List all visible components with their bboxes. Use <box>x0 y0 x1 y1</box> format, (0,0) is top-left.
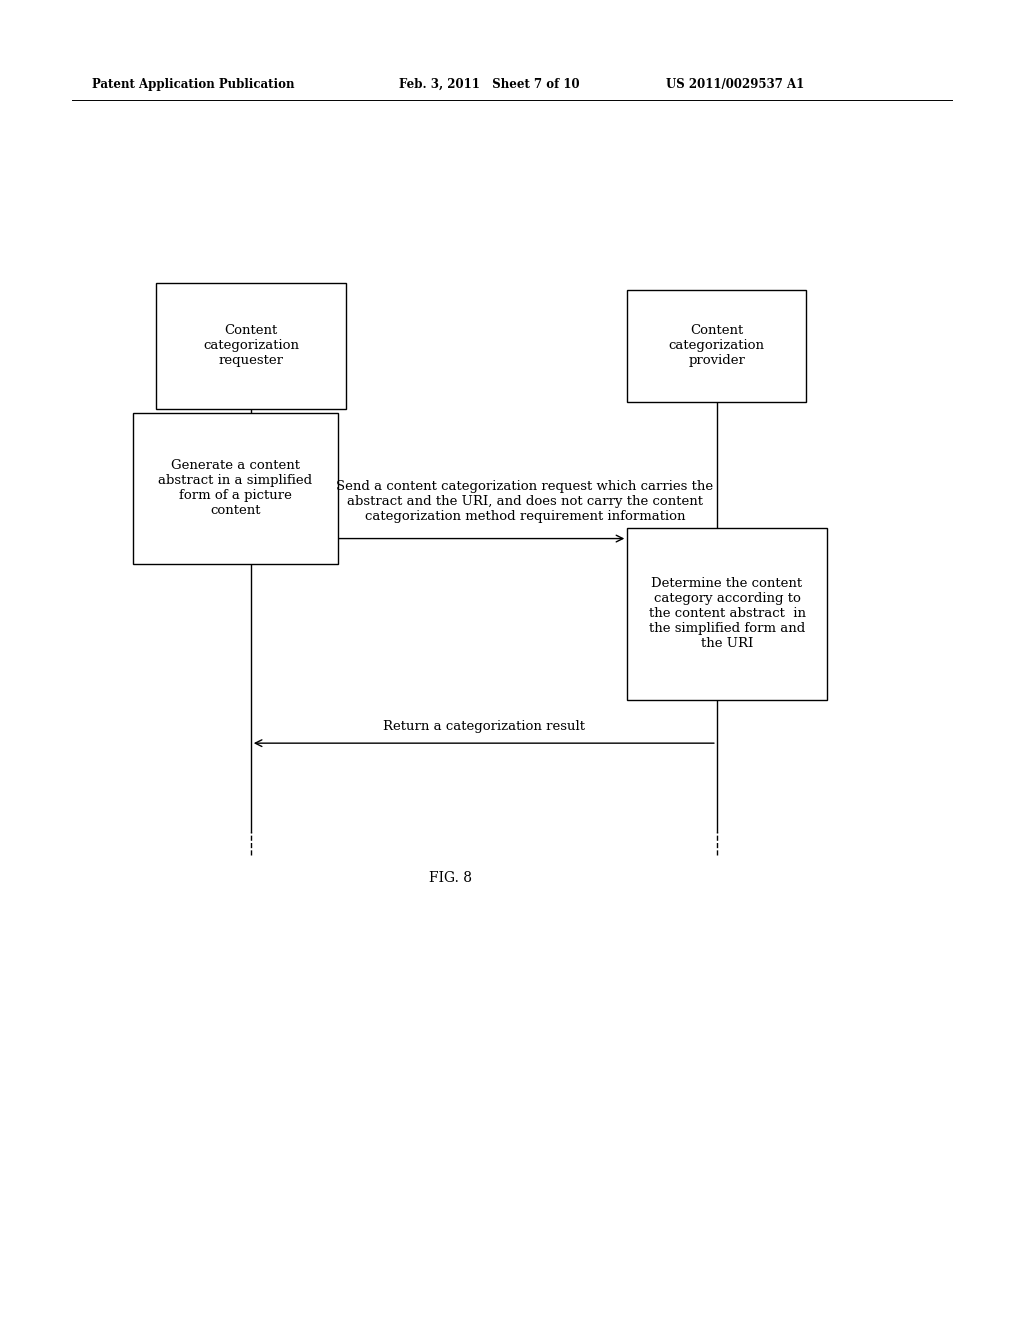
Text: Return a categorization result: Return a categorization result <box>383 719 585 733</box>
FancyBboxPatch shape <box>627 528 826 700</box>
Text: Determine the content
category according to
the content abstract  in
the simplif: Determine the content category according… <box>648 577 806 651</box>
Text: Patent Application Publication: Patent Application Publication <box>92 78 295 91</box>
Text: Generate a content
abstract in a simplified
form of a picture
content: Generate a content abstract in a simplif… <box>159 459 312 517</box>
Text: Content
categorization
provider: Content categorization provider <box>669 325 765 367</box>
FancyBboxPatch shape <box>133 412 338 565</box>
Text: Feb. 3, 2011   Sheet 7 of 10: Feb. 3, 2011 Sheet 7 of 10 <box>399 78 580 91</box>
Text: Send a content categorization request which carries the
abstract and the URI, an: Send a content categorization request wh… <box>336 479 714 523</box>
FancyBboxPatch shape <box>156 284 346 409</box>
FancyBboxPatch shape <box>627 290 806 401</box>
Text: FIG. 8: FIG. 8 <box>429 871 472 884</box>
Text: Content
categorization
requester: Content categorization requester <box>203 325 299 367</box>
Text: US 2011/0029537 A1: US 2011/0029537 A1 <box>666 78 804 91</box>
